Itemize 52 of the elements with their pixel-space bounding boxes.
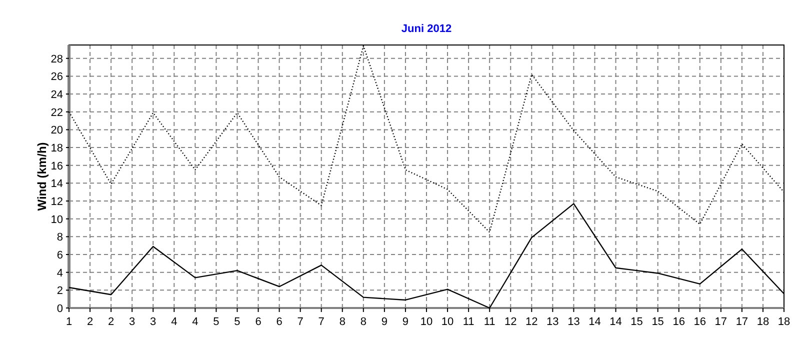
x-tick-label: 18 [778, 316, 790, 328]
y-tick-label: 10 [50, 214, 63, 226]
y-tick-label: 16 [50, 160, 63, 172]
x-tick-label: 6 [276, 316, 282, 328]
x-tick-label: 8 [339, 316, 346, 328]
x-tick-label: 13 [568, 316, 580, 328]
x-tick-label: 12 [504, 316, 517, 328]
x-tick-label: 17 [736, 316, 748, 328]
y-tick-label: 26 [50, 71, 63, 84]
x-tick-label: 7 [318, 316, 324, 328]
x-tick-label: 14 [588, 316, 601, 328]
y-tick-label: 28 [50, 53, 63, 66]
y-tick-label: 14 [50, 178, 63, 190]
y-tick-label: 0 [56, 303, 63, 315]
x-tick-label: 13 [546, 316, 559, 328]
x-tick-label: 3 [150, 316, 156, 328]
y-tick-label: 6 [56, 250, 63, 262]
x-tick-label: 10 [420, 316, 433, 328]
x-tick-label: 2 [108, 316, 114, 328]
y-tick-label: 22 [50, 106, 63, 119]
x-tick-label: 1 [66, 316, 72, 328]
y-tick-label: 24 [50, 89, 63, 102]
x-tick-label: 16 [672, 316, 685, 328]
x-tick-label: 10 [441, 316, 454, 328]
chart-title: Juni 2012 [401, 23, 452, 35]
y-axis-title: Wind (km/h) [35, 142, 49, 211]
x-tick-label: 3 [129, 316, 136, 328]
y-tick-label: 2 [56, 285, 63, 298]
x-tick-label: 9 [402, 316, 409, 328]
x-tick-label: 7 [297, 316, 304, 328]
x-tick-label: 15 [652, 316, 664, 328]
x-tick-label: 4 [192, 316, 198, 328]
x-tick-label: 15 [630, 316, 643, 328]
x-tick-label: 11 [462, 316, 474, 328]
x-tick-label: 6 [255, 316, 262, 328]
y-tick-label: 8 [56, 232, 63, 244]
x-tick-label: 17 [714, 316, 728, 328]
x-tick-label: 2 [86, 316, 94, 328]
x-tick-label: 14 [610, 316, 622, 328]
y-tick-label: 12 [50, 196, 63, 208]
x-tick-label: 9 [381, 316, 388, 328]
y-tick-label: 18 [50, 142, 63, 155]
x-tick-label: 16 [694, 316, 706, 328]
x-tick-label: 5 [234, 316, 240, 328]
x-tick-label: 5 [213, 316, 220, 328]
x-tick-label: 8 [360, 316, 366, 328]
x-tick-label: 11 [484, 316, 496, 328]
y-tick-label: 20 [50, 124, 63, 137]
x-tick-label: 18 [756, 316, 770, 328]
y-tick-label: 4 [56, 267, 63, 280]
x-tick-label: 4 [171, 316, 178, 328]
x-tick-label: 12 [526, 316, 538, 328]
